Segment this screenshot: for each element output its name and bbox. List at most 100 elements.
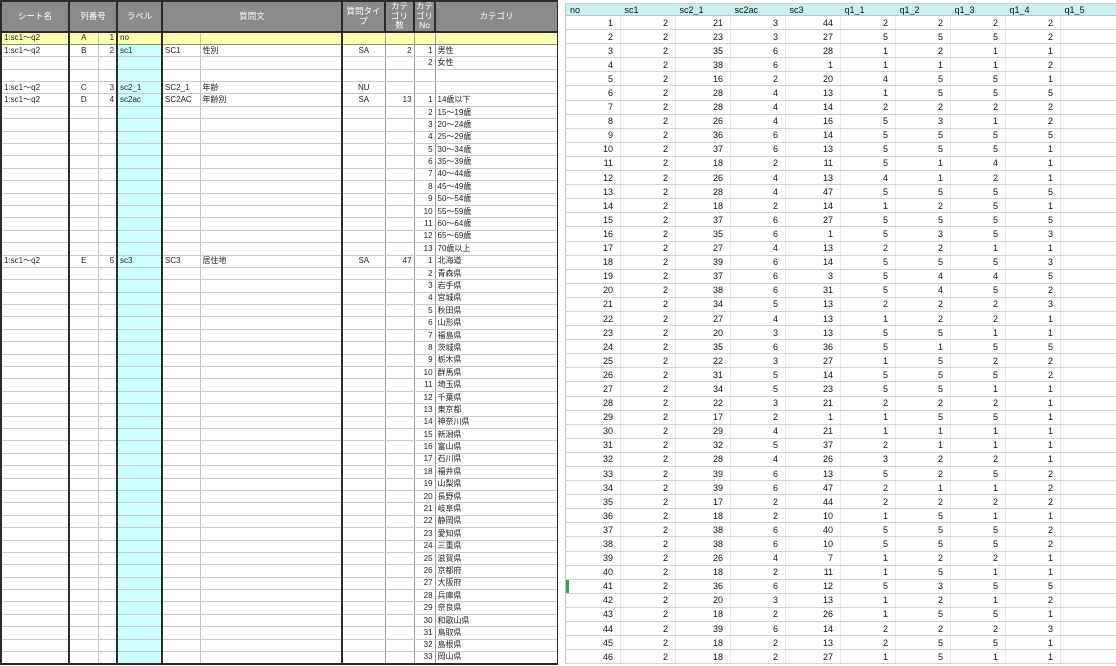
cell-column-letter[interactable] (69, 589, 99, 603)
data-cell-sc3[interactable]: 44 (785, 15, 841, 31)
cell-category-no[interactable]: 13 (414, 242, 436, 256)
cell-sheet-name[interactable] (1, 478, 70, 491)
data-cell-sc3[interactable]: 13 (785, 241, 841, 256)
cell-column-letter[interactable] (69, 378, 99, 392)
data-cell-q1_4[interactable]: 5 (1005, 184, 1061, 200)
cell-label[interactable] (117, 428, 164, 442)
data-cell-sc2ac[interactable]: 4 (730, 452, 786, 468)
data-cell-q1_1[interactable]: 2 (840, 635, 896, 651)
cell-category-name[interactable]: 15～19歳 (435, 106, 558, 120)
cell-question-text[interactable] (200, 440, 344, 454)
cell-question-code[interactable] (162, 168, 201, 182)
cell-question-text[interactable] (200, 403, 344, 417)
data-cell-sc3[interactable]: 16 (785, 114, 841, 129)
data-cell-no[interactable]: 38 (565, 536, 621, 552)
data-cell-q1_3[interactable]: 5 (950, 198, 1006, 214)
cell-question-type[interactable] (342, 515, 386, 529)
data-cell-sc1[interactable]: 2 (620, 381, 676, 397)
data-cell-no[interactable]: 26 (565, 367, 621, 383)
data-cell-sc1[interactable]: 2 (620, 353, 676, 369)
data-cell-q1_1[interactable]: 2 (840, 621, 896, 637)
cell-category-no[interactable]: 3 (414, 118, 436, 132)
cell-question-code[interactable] (162, 564, 201, 578)
data-cell-sc1[interactable]: 2 (620, 551, 676, 566)
data-cell-q1_4[interactable]: 5 (1005, 212, 1061, 228)
cell-label[interactable] (117, 279, 164, 293)
cell-question-code[interactable] (162, 453, 201, 467)
data-cell-q1_4[interactable]: 3 (1005, 226, 1061, 242)
data-cell-q1_1[interactable]: 5 (840, 381, 896, 397)
cell-question-text[interactable] (200, 552, 344, 566)
cell-question-code[interactable] (162, 193, 201, 206)
data-cell-q1_5[interactable] (1060, 593, 1116, 608)
cell-label[interactable] (117, 589, 164, 603)
data-cell-q1_1[interactable]: 5 (840, 184, 896, 200)
cell-label[interactable] (117, 478, 164, 491)
cell-category-count[interactable] (385, 577, 415, 591)
cell-question-type[interactable] (342, 391, 386, 405)
cell-column-number[interactable] (98, 453, 119, 467)
cell-category-name[interactable]: 和歌山県 (435, 614, 558, 628)
data-cell-sc1[interactable]: 2 (620, 522, 676, 538)
data-cell-q1_2[interactable]: 2 (895, 494, 951, 510)
data-cell-q1_5[interactable] (1060, 621, 1116, 637)
cell-category-name[interactable]: 群馬県 (435, 366, 558, 380)
data-cell-sc1[interactable]: 2 (620, 43, 676, 59)
header-label[interactable]: ラベル (117, 1, 164, 33)
data-cell-q1_2[interactable]: 4 (895, 269, 951, 284)
data-cell-q1_3[interactable]: 5 (950, 579, 1006, 594)
data-cell-sc1[interactable]: 2 (620, 128, 676, 143)
cell-question-text[interactable] (200, 502, 344, 516)
cell-question-type[interactable] (342, 366, 386, 380)
data-cell-sc2ac[interactable]: 3 (730, 325, 786, 341)
data-cell-sc1[interactable]: 2 (620, 607, 676, 623)
data-cell-q1_5[interactable] (1060, 269, 1116, 284)
cell-category-count[interactable] (385, 639, 415, 653)
data-cell-sc1[interactable]: 2 (620, 269, 676, 284)
data-cell-sc1[interactable]: 2 (620, 156, 676, 172)
cell-category-name[interactable]: 福井県 (435, 465, 558, 479)
data-cell-sc2_1[interactable]: 28 (675, 100, 731, 115)
data-cell-sc2_1[interactable]: 34 (675, 297, 731, 312)
data-cell-sc2ac[interactable]: 5 (730, 438, 786, 453)
data-cell-no[interactable]: 9 (565, 128, 621, 143)
data-cell-q1_2[interactable]: 1 (895, 339, 951, 355)
data-cell-q1_3[interactable]: 5 (950, 142, 1006, 157)
cell-question-text[interactable] (200, 428, 344, 442)
data-cell-sc3[interactable]: 47 (785, 480, 841, 496)
cell-label[interactable] (117, 230, 164, 244)
cell-question-type[interactable] (342, 329, 386, 343)
cell-column-letter[interactable] (69, 292, 99, 306)
cell-label[interactable] (117, 502, 164, 516)
cell-column-number[interactable] (98, 230, 119, 244)
data-cell-q1_3[interactable]: 1 (950, 114, 1006, 129)
data-cell-sc1[interactable]: 2 (620, 536, 676, 552)
data-cell-q1_4[interactable]: 1 (1005, 649, 1061, 665)
data-cell-sc2_1[interactable]: 18 (675, 649, 731, 665)
data-cell-q1_2[interactable]: 5 (895, 522, 951, 538)
cell-category-no[interactable]: 20 (414, 490, 436, 504)
data-cell-sc2ac[interactable]: 3 (730, 15, 786, 31)
cell-column-letter[interactable] (69, 366, 99, 380)
cell-category-no[interactable]: 10 (414, 205, 436, 219)
data-cell-q1_2[interactable]: 1 (895, 438, 951, 453)
data-cell-q1_4[interactable]: 2 (1005, 536, 1061, 552)
data-cell-q1_5[interactable] (1060, 466, 1116, 482)
cell-question-code[interactable] (162, 440, 201, 454)
data-cell-sc1[interactable]: 2 (620, 508, 676, 524)
data-cell-sc2ac[interactable]: 6 (730, 621, 786, 637)
cell-question-type[interactable] (342, 378, 386, 392)
data-cell-q1_3[interactable]: 1 (950, 424, 1006, 439)
data-cell-sc2_1[interactable]: 21 (675, 15, 731, 31)
data-cell-q1_2[interactable]: 1 (895, 170, 951, 186)
cell-category-name[interactable]: 新潟県 (435, 428, 558, 442)
cell-question-code[interactable] (162, 589, 201, 603)
cell-label[interactable] (117, 465, 164, 479)
column-header-q1_4[interactable]: q1_4 (1005, 3, 1061, 16)
cell-category-count[interactable] (385, 31, 415, 45)
cell-category-no[interactable]: 21 (414, 502, 436, 516)
cell-column-number[interactable] (98, 490, 119, 504)
data-cell-no[interactable]: 31 (565, 438, 621, 453)
data-cell-q1_5[interactable] (1060, 156, 1116, 172)
data-cell-q1_1[interactable]: 5 (840, 114, 896, 129)
